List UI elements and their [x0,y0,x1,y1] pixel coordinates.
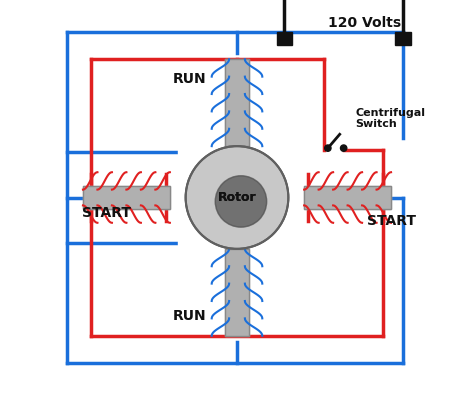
Bar [304,186,391,209]
Bar [225,249,249,336]
Circle shape [186,146,288,249]
Text: 120 Volts: 120 Volts [328,16,401,30]
Circle shape [215,176,267,227]
Bar [178,138,296,257]
Text: START: START [367,214,416,228]
Bar [225,249,249,336]
Bar [225,59,249,146]
Text: Rotor: Rotor [218,191,256,204]
Bar [83,186,170,209]
Bar [276,32,292,45]
Bar [304,186,391,209]
Bar [395,32,411,45]
Text: RUN: RUN [173,309,206,323]
Text: Centrifugal
Switch: Centrifugal Switch [356,108,426,129]
Text: RUN: RUN [173,72,206,86]
Circle shape [186,146,288,249]
Circle shape [215,176,267,227]
Bar [83,186,170,209]
Circle shape [340,145,347,151]
Text: Rotor: Rotor [218,191,256,204]
Bar [225,59,249,146]
Text: START: START [82,206,131,220]
Circle shape [325,145,331,151]
